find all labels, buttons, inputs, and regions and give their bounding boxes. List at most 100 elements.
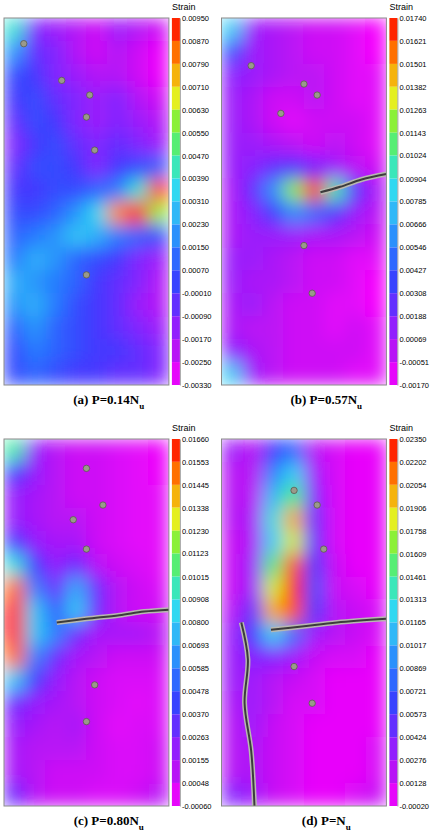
cell — [242, 600, 263, 624]
cell — [222, 110, 243, 134]
colorbar-tick: 0.00800 — [180, 618, 209, 627]
cell — [283, 362, 304, 385]
cell — [263, 156, 284, 180]
colorbar-tick: 0.01609 — [397, 550, 426, 559]
colorbar-band — [389, 270, 397, 293]
cell — [25, 270, 46, 294]
cell — [304, 87, 325, 111]
cell — [242, 439, 263, 463]
speckle — [83, 272, 89, 278]
cell — [66, 668, 87, 692]
colorbar-band — [172, 462, 180, 485]
cell — [4, 691, 25, 715]
cell — [148, 737, 169, 761]
colorbar-axis-line — [180, 19, 181, 386]
colorbar — [389, 18, 397, 385]
cell — [222, 316, 243, 340]
cell — [25, 600, 46, 624]
cell — [304, 760, 325, 784]
colorbar-tick: -0.00330 — [180, 381, 212, 390]
cell — [242, 339, 263, 363]
cell — [45, 87, 66, 111]
cell — [25, 760, 46, 784]
speckle — [291, 663, 297, 669]
colorbar — [172, 439, 180, 806]
colorbar-band — [172, 156, 180, 179]
cell — [325, 691, 346, 715]
colorbar-axis-line — [397, 440, 398, 807]
cell — [4, 110, 25, 134]
cell — [66, 462, 87, 486]
tick-label: 0.01609 — [399, 550, 426, 559]
colorbar-tick: 0.00276 — [397, 756, 426, 765]
cell — [128, 202, 149, 226]
cell — [222, 293, 243, 317]
cell — [222, 577, 243, 601]
colorbar-band — [172, 783, 180, 806]
cell — [345, 133, 366, 157]
cell — [25, 508, 46, 532]
cell — [283, 202, 304, 226]
cell — [325, 439, 346, 463]
cell — [366, 508, 387, 532]
cell — [45, 156, 66, 180]
cell — [325, 316, 346, 340]
cell — [148, 485, 169, 509]
cell — [128, 316, 149, 340]
speckle — [314, 502, 320, 508]
cell — [148, 156, 169, 180]
colorbar-band — [172, 623, 180, 646]
crack — [271, 619, 386, 630]
cell — [45, 339, 66, 363]
plot-frame — [4, 439, 169, 806]
cell — [325, 293, 346, 317]
colorbar-tick: 0.00666 — [397, 220, 426, 229]
cell — [66, 623, 87, 647]
cell — [107, 179, 128, 203]
cell — [86, 691, 107, 715]
cell — [283, 316, 304, 340]
cell — [222, 508, 243, 532]
colorbar-band — [172, 202, 180, 225]
tick-label: 0.01461 — [399, 573, 426, 582]
cell — [128, 691, 149, 715]
cell — [66, 202, 87, 226]
cell — [86, 202, 107, 226]
cell — [366, 202, 387, 226]
cell — [304, 600, 325, 624]
colorbar-tick: 0.01123 — [180, 549, 209, 558]
cell — [263, 645, 284, 669]
tick-label: 0.00546 — [399, 243, 426, 252]
speckle — [83, 114, 89, 120]
colorbar-band — [172, 316, 180, 339]
cell — [66, 156, 87, 180]
cell — [128, 293, 149, 317]
tick-label: 0.01740 — [399, 14, 426, 23]
cell — [366, 339, 387, 363]
cell — [325, 133, 346, 157]
cell — [242, 462, 263, 486]
cell — [263, 293, 284, 317]
colorbar-tick: -0.00010 — [180, 289, 212, 298]
cell — [283, 531, 304, 555]
cell — [283, 577, 304, 601]
cell — [263, 668, 284, 692]
tick-label: 0.01445 — [182, 481, 209, 490]
cell — [304, 156, 325, 180]
cell — [325, 760, 346, 784]
tick-label: 0.00950 — [182, 14, 209, 23]
cell — [325, 247, 346, 271]
cell — [128, 270, 149, 294]
cell — [242, 18, 263, 42]
cell — [325, 737, 346, 761]
plot-area — [222, 439, 387, 806]
cell — [304, 202, 325, 226]
colorbar-band — [172, 737, 180, 760]
tick-label: 0.00585 — [182, 664, 209, 673]
cell — [107, 41, 128, 65]
colorbar-band — [172, 531, 180, 554]
cell — [304, 737, 325, 761]
colorbar-tick: 0.01758 — [397, 527, 426, 536]
cell — [107, 760, 128, 784]
cell — [45, 462, 66, 486]
